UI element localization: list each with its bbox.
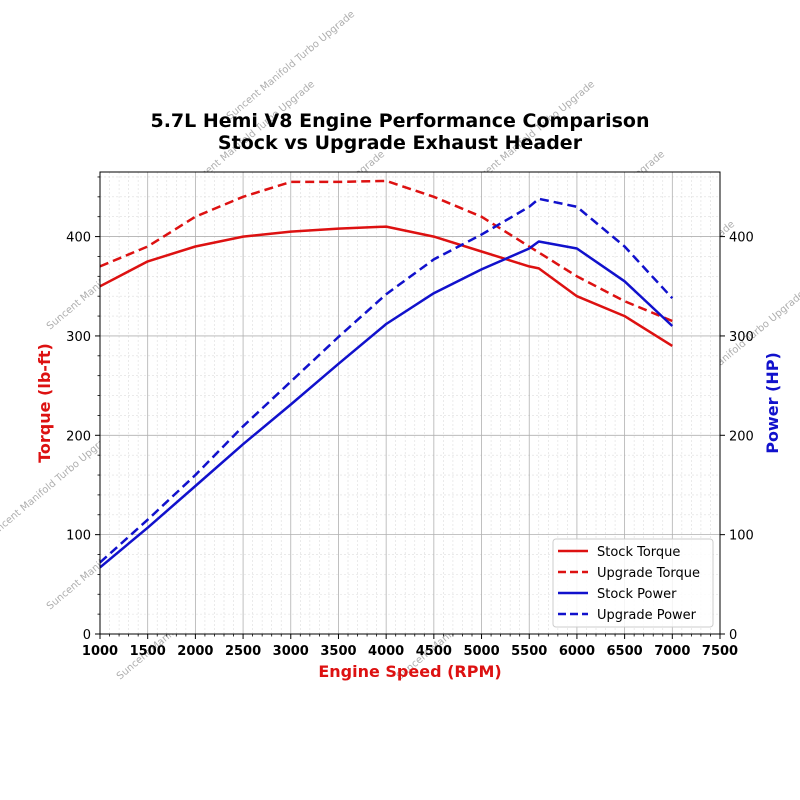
y-right-tick-label: 0 bbox=[729, 628, 737, 643]
x-tick-label: 1000 bbox=[82, 644, 118, 659]
legend-label-stock-power: Stock Power bbox=[597, 587, 677, 602]
x-axis-label: Engine Speed (RPM) bbox=[318, 662, 501, 681]
series-layer bbox=[99, 179, 674, 569]
x-tick-label: 3500 bbox=[320, 644, 356, 659]
series-line-upgrade-power bbox=[99, 197, 674, 564]
y-axis-left-label: Torque (lb-ft) bbox=[35, 343, 54, 463]
y-right-tick-label: 200 bbox=[729, 429, 754, 444]
y-left-tick-label: 400 bbox=[66, 231, 91, 246]
x-tick-label: 3000 bbox=[273, 644, 309, 659]
legend-label-stock-torque: Stock Torque bbox=[597, 545, 680, 560]
x-tick-label: 5000 bbox=[463, 644, 499, 659]
x-tick-label: 2500 bbox=[225, 644, 261, 659]
y-left-tick-label: 200 bbox=[66, 429, 91, 444]
y-left-tick-label: 300 bbox=[66, 330, 91, 345]
y-axis-right-label: Power (HP) bbox=[763, 352, 782, 454]
series-line-stock-power bbox=[99, 240, 674, 569]
y-right-tick-label: 300 bbox=[729, 330, 754, 345]
x-tick-label: 2000 bbox=[177, 644, 213, 659]
x-tick-label: 4500 bbox=[416, 644, 452, 659]
legend-label-upgrade-power: Upgrade Power bbox=[597, 608, 697, 623]
series-line-upgrade-torque bbox=[99, 179, 673, 323]
series-line-stock-torque bbox=[99, 225, 673, 347]
legend-box bbox=[552, 538, 714, 628]
x-tick-label: 7500 bbox=[702, 644, 738, 659]
legend-label-upgrade-torque: Upgrade Torque bbox=[597, 566, 700, 581]
chart-title: 5.7L Hemi V8 Engine Performance Comparis… bbox=[150, 110, 649, 132]
y-left-tick-label: 0 bbox=[83, 628, 91, 643]
legend: Stock Torque Upgrade Torque Stock Power … bbox=[552, 538, 714, 628]
y-left-tick-label: 100 bbox=[66, 529, 91, 544]
plot-frame bbox=[99, 171, 721, 635]
y-right-tick-label: 400 bbox=[729, 231, 754, 246]
x-tick-label: 4000 bbox=[368, 644, 404, 659]
x-tick-label: 7000 bbox=[654, 644, 690, 659]
chart-subtitle: Stock vs Upgrade Exhaust Header bbox=[218, 132, 583, 154]
y-axis-left: 0 100 200 300 400 bbox=[66, 176, 100, 643]
x-tick-label: 6000 bbox=[559, 644, 595, 659]
x-tick-label: 1500 bbox=[130, 644, 166, 659]
x-tick-label: 5500 bbox=[511, 644, 547, 659]
x-axis: 1000 1500 2000 2500 3000 3500 4000 4500 5000 5500… bbox=[82, 634, 738, 659]
y-right-tick-label: 100 bbox=[729, 529, 754, 544]
x-tick-label: 6500 bbox=[607, 644, 643, 659]
y-axis-right: 0 100 200 300 400 bbox=[720, 231, 754, 643]
